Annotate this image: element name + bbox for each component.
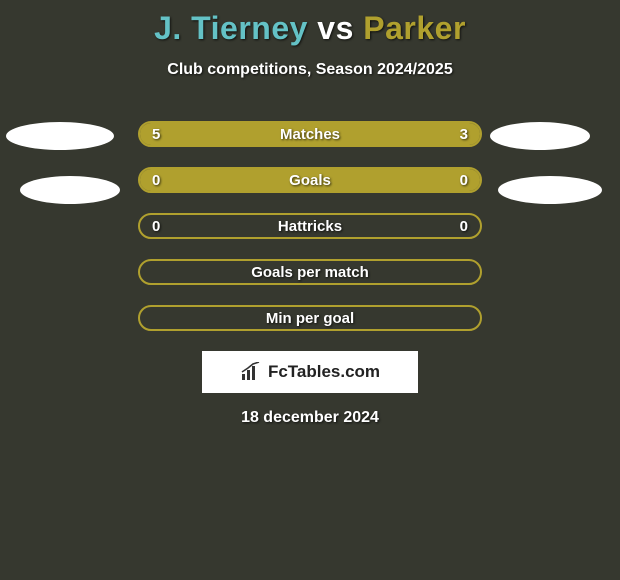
chart-icon bbox=[240, 362, 262, 382]
stat-label: Goals per match bbox=[140, 261, 480, 283]
stat-row: Goals per match bbox=[138, 259, 482, 285]
player2-name: Parker bbox=[363, 10, 466, 46]
logo-text: FcTables.com bbox=[268, 362, 380, 382]
logo-box: FcTables.com bbox=[202, 351, 418, 393]
stat-label: Hattricks bbox=[140, 215, 480, 237]
title: J. Tierney vs Parker bbox=[0, 0, 620, 47]
stat-label: Matches bbox=[140, 123, 480, 145]
stat-row: Min per goal bbox=[138, 305, 482, 331]
stat-label: Goals bbox=[140, 169, 480, 191]
subtitle: Club competitions, Season 2024/2025 bbox=[0, 61, 620, 79]
comparison-rows: 53Matches 00Goals 00Hattricks Goals per mat… bbox=[0, 121, 620, 331]
stat-row: 00Hattricks bbox=[138, 213, 482, 239]
stat-label: Min per goal bbox=[140, 307, 480, 329]
decorative-ellipse bbox=[20, 176, 120, 204]
decorative-ellipse bbox=[6, 122, 114, 150]
stat-row: 53Matches bbox=[138, 121, 482, 147]
stat-row: 00Goals bbox=[138, 167, 482, 193]
vs-text: vs bbox=[317, 10, 354, 46]
date-text: 18 december 2024 bbox=[0, 409, 620, 427]
decorative-ellipse bbox=[490, 122, 590, 150]
decorative-ellipse bbox=[498, 176, 602, 204]
player1-name: J. Tierney bbox=[154, 10, 308, 46]
